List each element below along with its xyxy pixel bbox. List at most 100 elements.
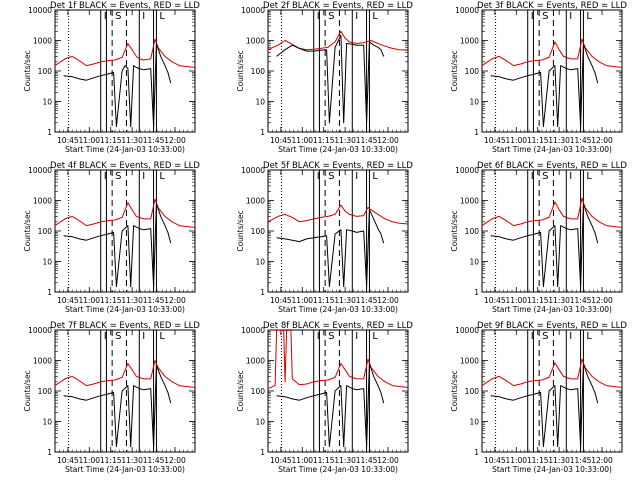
y-tick-label: 10000 bbox=[28, 6, 52, 15]
marker-label: L bbox=[372, 171, 378, 182]
x-tick-label: 11:00 bbox=[78, 296, 100, 305]
y-tick-label: 10000 bbox=[28, 326, 52, 335]
marker-label: S bbox=[328, 11, 334, 22]
panel-title: Det 7f BLACK = Events, RED = LLD bbox=[50, 321, 200, 331]
x-tick-label: 10:45 bbox=[270, 136, 292, 145]
y-tick-label: 1000 bbox=[33, 37, 52, 46]
x-tick-label: 11:00 bbox=[78, 456, 100, 465]
panel-title: Det 3f BLACK = Events, RED = LLD bbox=[477, 1, 627, 11]
y-tick-label: 10 bbox=[255, 418, 265, 427]
x-axis-label: Start Time (24-Jan-03 10:33:00) bbox=[278, 305, 398, 314]
y-axis-label: Counts/sec bbox=[450, 50, 459, 91]
x-tick-label: 10:45 bbox=[57, 136, 79, 145]
events-series-line bbox=[490, 203, 599, 288]
marker-label: S bbox=[115, 171, 121, 182]
marker-label: I bbox=[355, 171, 358, 182]
x-tick-label: 11:45 bbox=[356, 296, 378, 305]
detector-panel-8: Det 8f BLACK = Events, RED = LLD 1 10 100 10… bbox=[236, 321, 413, 474]
x-tick-label: 11:30 bbox=[548, 136, 570, 145]
x-tick-label: 11:30 bbox=[548, 456, 570, 465]
plot-frame bbox=[481, 169, 623, 293]
marker-label: L bbox=[372, 331, 378, 342]
y-tick-label: 1 bbox=[260, 128, 265, 137]
x-tick-label: 11:00 bbox=[505, 296, 527, 305]
x-tick-label: 11:15 bbox=[313, 136, 335, 145]
x-tick-label: 11:45 bbox=[143, 296, 165, 305]
y-tick-label: 1 bbox=[474, 288, 479, 297]
lld-series-line bbox=[267, 30, 409, 51]
marker-label: I bbox=[355, 331, 358, 342]
events-series-line bbox=[63, 364, 172, 448]
x-tick-label: 11:00 bbox=[291, 296, 313, 305]
x-tick-label: 11:30 bbox=[121, 456, 143, 465]
x-axis-label: Start Time (24-Jan-03 10:33:00) bbox=[278, 145, 398, 154]
marker-label: L bbox=[586, 11, 592, 22]
x-tick-label: 10:45 bbox=[484, 136, 506, 145]
y-tick-label: 100 bbox=[251, 227, 266, 236]
lld-series-line bbox=[481, 358, 623, 388]
marker-label: I bbox=[317, 11, 320, 22]
y-tick-label: 10 bbox=[42, 98, 52, 107]
y-tick-label: 1 bbox=[260, 288, 265, 297]
marker-label: I bbox=[317, 331, 320, 342]
y-tick-label: 1000 bbox=[33, 197, 52, 206]
marker-label: I bbox=[104, 331, 107, 342]
panel-title: Det 9f BLACK = Events, RED = LLD bbox=[477, 321, 627, 331]
y-tick-label: 10 bbox=[469, 98, 479, 107]
marker-label: L bbox=[586, 171, 592, 182]
x-axis-label: Start Time (24-Jan-03 10:33:00) bbox=[65, 145, 185, 154]
marker-label: L bbox=[159, 171, 165, 182]
x-tick-label: 11:00 bbox=[505, 456, 527, 465]
detector-panel-3: Det 3f BLACK = Events, RED = LLD 1 10 100 10… bbox=[450, 1, 627, 154]
marker-label: I bbox=[317, 171, 320, 182]
y-axis-label: Counts/sec bbox=[236, 210, 245, 251]
x-tick-label: 11:15 bbox=[100, 296, 122, 305]
marker-label: I bbox=[569, 11, 572, 22]
detector-panel-1: Det 1f BLACK = Events, RED = LLD 1 10 100 10… bbox=[23, 1, 200, 154]
lld-series-line bbox=[54, 38, 196, 68]
events-series-line bbox=[276, 209, 385, 288]
x-tick-label: 12:00 bbox=[591, 456, 613, 465]
lld-series-line bbox=[481, 38, 623, 68]
y-tick-label: 1000 bbox=[246, 37, 265, 46]
events-series-line bbox=[490, 43, 599, 128]
y-axis-label: Counts/sec bbox=[236, 50, 245, 91]
y-tick-label: 1000 bbox=[246, 357, 265, 366]
y-tick-label: 1000 bbox=[33, 357, 52, 366]
detector-panel-7: Det 7f BLACK = Events, RED = LLD 1 10 100 10… bbox=[23, 321, 200, 474]
events-series-line bbox=[276, 363, 385, 448]
x-tick-label: 12:00 bbox=[164, 296, 186, 305]
x-tick-label: 10:45 bbox=[484, 456, 506, 465]
marker-label: S bbox=[542, 11, 548, 22]
y-tick-label: 100 bbox=[465, 67, 480, 76]
marker-label: I bbox=[569, 331, 572, 342]
x-tick-label: 10:45 bbox=[270, 456, 292, 465]
panel-title: Det 1f BLACK = Events, RED = LLD bbox=[50, 1, 200, 11]
x-tick-label: 10:45 bbox=[57, 456, 79, 465]
marker-label: I bbox=[142, 331, 145, 342]
x-tick-label: 11:15 bbox=[100, 456, 122, 465]
x-tick-label: 11:15 bbox=[527, 136, 549, 145]
x-tick-label: 11:15 bbox=[313, 296, 335, 305]
y-tick-label: 1 bbox=[47, 288, 52, 297]
detector-panel-5: Det 5f BLACK = Events, RED = LLD 1 10 100 10… bbox=[236, 161, 413, 314]
x-tick-label: 11:00 bbox=[291, 456, 313, 465]
marker-label: S bbox=[328, 331, 334, 342]
x-axis-label: Start Time (24-Jan-03 10:33:00) bbox=[65, 305, 185, 314]
x-tick-label: 10:45 bbox=[57, 296, 79, 305]
marker-label: I bbox=[531, 171, 534, 182]
x-tick-label: 11:30 bbox=[334, 296, 356, 305]
x-tick-label: 10:45 bbox=[270, 296, 292, 305]
x-tick-label: 12:00 bbox=[377, 456, 399, 465]
y-tick-label: 1 bbox=[474, 448, 479, 457]
y-tick-label: 100 bbox=[251, 67, 266, 76]
marker-label: I bbox=[104, 171, 107, 182]
marker-label: L bbox=[586, 331, 592, 342]
y-tick-label: 100 bbox=[465, 387, 480, 396]
y-tick-label: 1000 bbox=[460, 37, 479, 46]
x-tick-label: 12:00 bbox=[377, 296, 399, 305]
panel-title: Det 8f BLACK = Events, RED = LLD bbox=[263, 321, 413, 331]
x-tick-label: 11:45 bbox=[570, 296, 592, 305]
x-tick-label: 12:00 bbox=[164, 456, 186, 465]
